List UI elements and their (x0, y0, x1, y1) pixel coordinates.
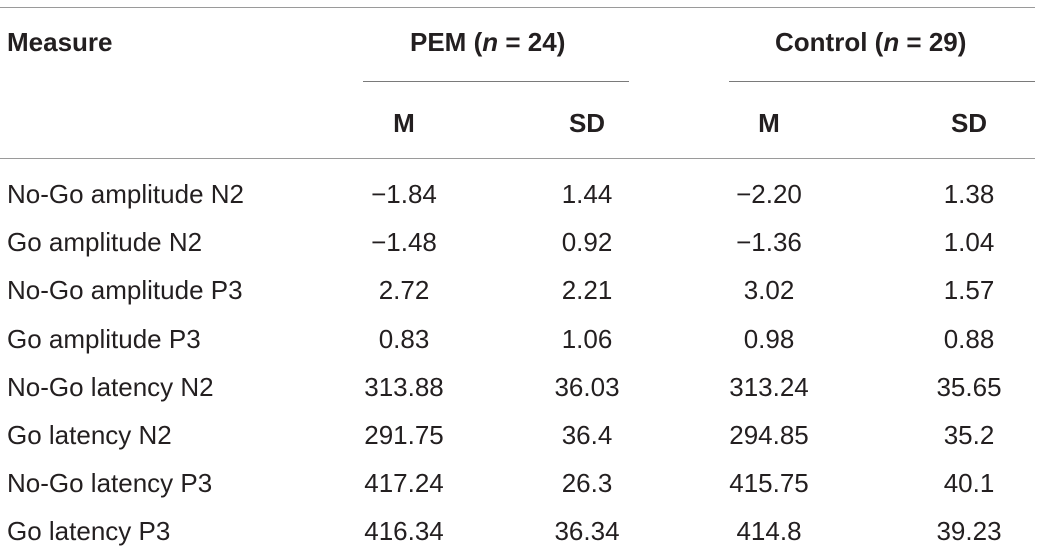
row-control-sd: 1.38 (943, 179, 995, 209)
pem-n-label: n (482, 27, 499, 57)
row-measure: Go latency N2 (7, 420, 172, 450)
measure-header: Measure (7, 27, 113, 57)
row-pem-sd: 1.44 (561, 179, 613, 209)
row-pem-sd: 36.34 (554, 516, 620, 546)
row-pem-mean: 291.75 (364, 420, 444, 450)
control-group-name: Control (775, 27, 868, 57)
pem-sd-header: SD (568, 108, 606, 138)
control-group-header: Control (n = 29) (775, 27, 967, 57)
row-control-mean: 313.24 (729, 372, 809, 402)
row-control-mean: 0.98 (743, 324, 795, 354)
row-measure: Go amplitude P3 (7, 324, 201, 354)
pem-mean-header: M (393, 108, 415, 138)
row-control-mean: 294.85 (729, 420, 809, 450)
pem-group-rule (363, 81, 629, 82)
row-control-sd: 0.88 (943, 324, 995, 354)
row-pem-sd: 36.03 (554, 372, 620, 402)
row-pem-sd: 1.06 (561, 324, 613, 354)
pem-group-name: PEM (410, 27, 467, 57)
header-rule (0, 158, 1035, 159)
row-control-sd: 35.65 (936, 372, 1002, 402)
row-pem-mean: 313.88 (364, 372, 444, 402)
row-pem-sd: 36.4 (561, 420, 613, 450)
row-pem-sd: 2.21 (561, 275, 613, 305)
row-measure: Go latency P3 (7, 516, 171, 546)
row-control-sd: 1.57 (943, 275, 995, 305)
row-measure: No-Go amplitude P3 (7, 275, 243, 305)
row-control-sd: 40.1 (943, 468, 995, 498)
row-control-sd: 35.2 (943, 420, 995, 450)
row-control-sd: 39.23 (936, 516, 1002, 546)
row-pem-mean: 417.24 (364, 468, 444, 498)
row-control-mean: 414.8 (736, 516, 802, 546)
top-rule (0, 7, 1035, 8)
control-mean-header: M (758, 108, 780, 138)
control-sd-header: SD (950, 108, 988, 138)
row-control-sd: 1.04 (943, 227, 995, 257)
row-control-mean: −2.20 (736, 179, 802, 209)
row-pem-mean: −1.48 (371, 227, 437, 257)
row-pem-sd: 26.3 (561, 468, 613, 498)
row-measure: No-Go latency P3 (7, 468, 213, 498)
control-group-rule (729, 81, 1035, 82)
pem-n-value: 24 (527, 27, 557, 57)
row-control-mean: 3.02 (743, 275, 795, 305)
pem-group-header: PEM (n = 24) (410, 27, 566, 57)
row-pem-sd: 0.92 (561, 227, 613, 257)
row-measure: No-Go latency N2 (7, 372, 214, 402)
row-pem-mean: 2.72 (378, 275, 430, 305)
row-pem-mean: 0.83 (378, 324, 430, 354)
row-measure: No-Go amplitude N2 (7, 179, 244, 209)
row-control-mean: −1.36 (736, 227, 802, 257)
row-measure: Go amplitude N2 (7, 227, 203, 257)
control-n-value: 29 (928, 27, 958, 57)
row-pem-mean: −1.84 (371, 179, 437, 209)
control-n-label: n (883, 27, 900, 57)
row-control-mean: 415.75 (729, 468, 809, 498)
row-pem-mean: 416.34 (364, 516, 444, 546)
